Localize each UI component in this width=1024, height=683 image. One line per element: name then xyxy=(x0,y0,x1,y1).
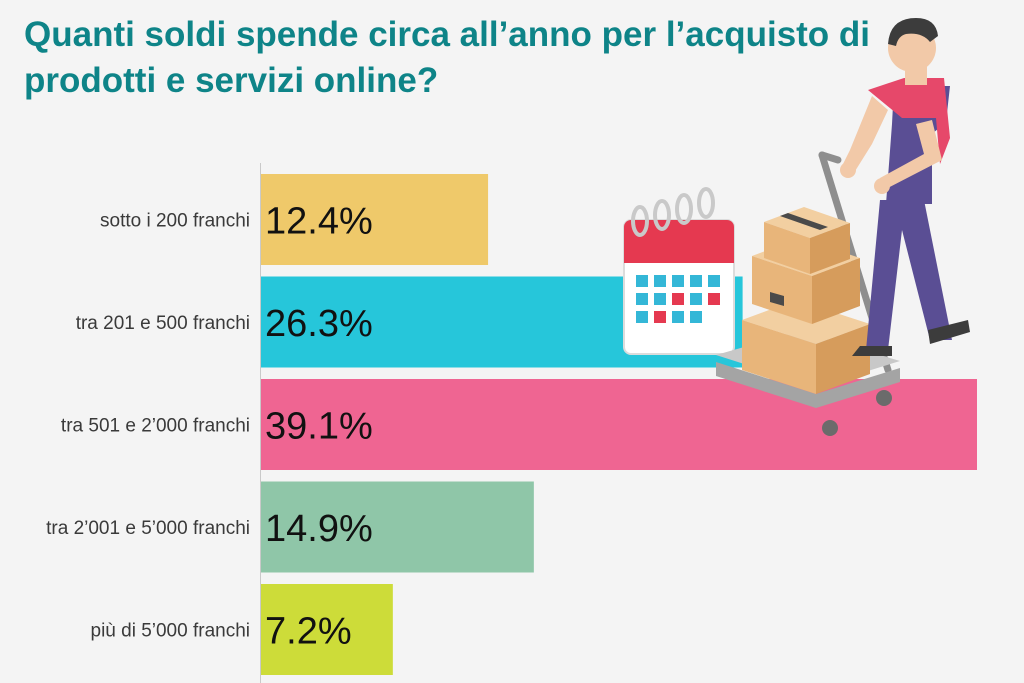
delivery-worker-illustration xyxy=(623,18,970,436)
calendar-icon xyxy=(623,187,735,355)
category-label-5: più di 5’000 franchi xyxy=(91,621,251,642)
chart-title: Quanti soldi spende circa all’anno per l… xyxy=(24,15,871,100)
category-label-1: sotto i 200 franchi xyxy=(100,211,250,232)
value-label-1: 12.4% xyxy=(265,201,373,243)
value-label-3: 39.1% xyxy=(265,406,373,448)
value-label-5: 7.2% xyxy=(265,611,352,653)
value-label-2: 26.3% xyxy=(265,303,373,345)
value-label-4: 14.9% xyxy=(265,508,373,550)
category-label-4: tra 2’001 e 5’000 franchi xyxy=(46,518,250,539)
bar-labels: sotto i 200 franchi 12.4% tra 201 e 500 fr… xyxy=(46,201,373,653)
worker xyxy=(840,18,970,356)
category-label-3: tra 501 e 2’000 franchi xyxy=(61,416,250,437)
boxes xyxy=(742,207,870,394)
category-label-2: tra 201 e 500 franchi xyxy=(76,313,250,334)
bar-1 xyxy=(261,174,489,265)
bar-5 xyxy=(261,584,393,675)
bar-4 xyxy=(261,481,534,573)
